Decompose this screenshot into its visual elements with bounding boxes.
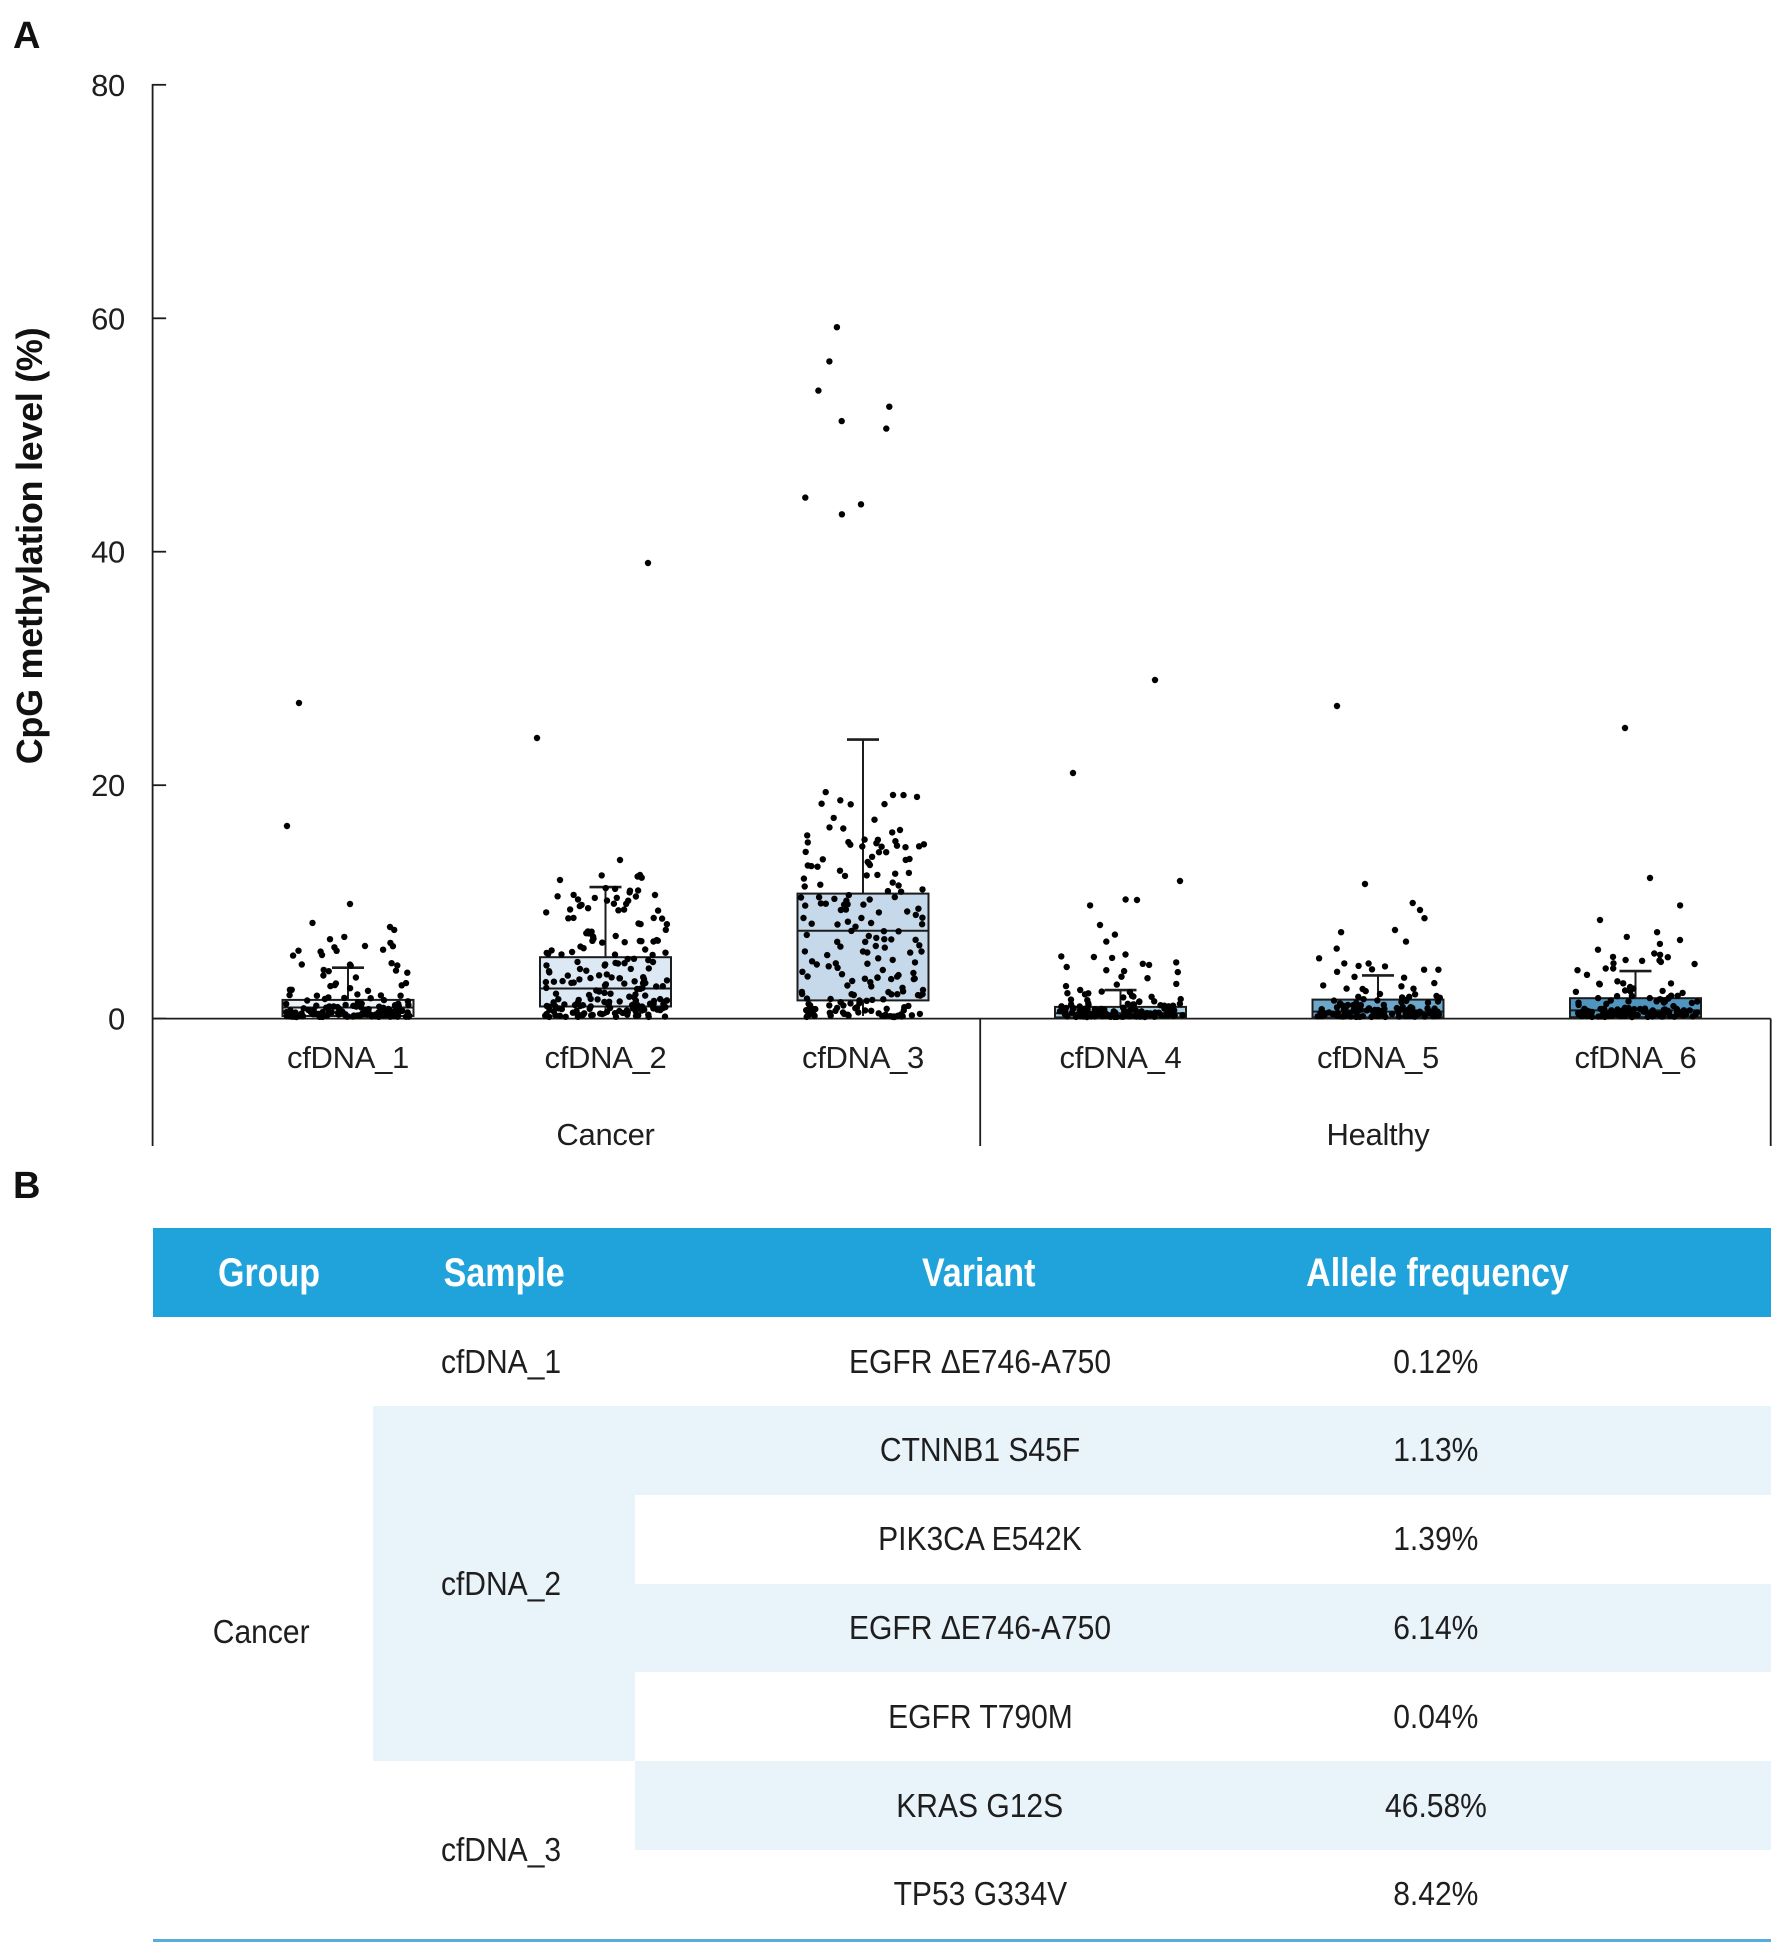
svg-text:cfDNA_2: cfDNA_2 bbox=[545, 1040, 667, 1075]
svg-text:60: 60 bbox=[91, 301, 125, 336]
svg-text:cfDNA_5: cfDNA_5 bbox=[1317, 1040, 1439, 1075]
svg-text:cfDNA_6: cfDNA_6 bbox=[1575, 1040, 1697, 1075]
svg-text:80: 80 bbox=[91, 68, 125, 103]
svg-text:A: A bbox=[13, 15, 40, 57]
svg-text:cfDNA_4: cfDNA_4 bbox=[1060, 1040, 1182, 1075]
svg-text:40: 40 bbox=[91, 535, 125, 570]
svg-text:cfDNA_1: cfDNA_1 bbox=[287, 1040, 409, 1075]
svg-text:20: 20 bbox=[91, 768, 125, 803]
svg-text:Cancer: Cancer bbox=[556, 1117, 654, 1152]
svg-text:0: 0 bbox=[108, 1002, 125, 1037]
svg-text:Healthy: Healthy bbox=[1326, 1117, 1430, 1152]
svg-text:cfDNA_3: cfDNA_3 bbox=[802, 1040, 924, 1075]
svg-text:CpG methylation level (%): CpG methylation level (%) bbox=[9, 328, 50, 765]
